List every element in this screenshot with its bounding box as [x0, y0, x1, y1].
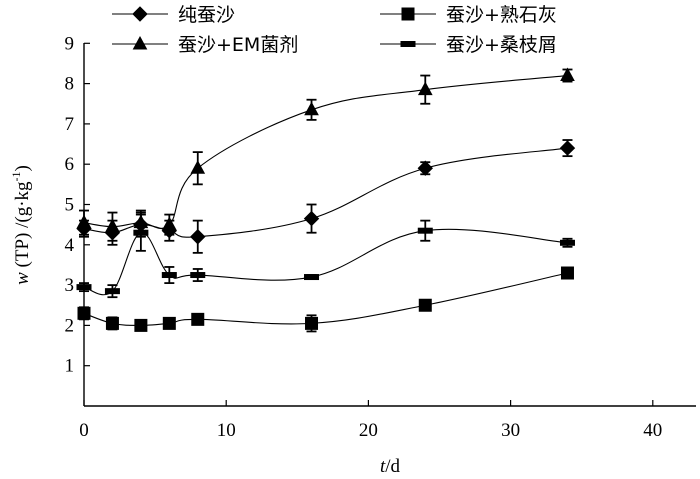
- data-point: [76, 214, 92, 229]
- y-tick-label: 1: [65, 356, 75, 377]
- series-line: [83, 147, 568, 238]
- data-point: [303, 210, 320, 227]
- y-tick-label: 6: [65, 154, 75, 175]
- series-line: [83, 74, 568, 229]
- data-point: [133, 229, 149, 236]
- data-point: [190, 160, 206, 174]
- series-triangle: [76, 67, 575, 242]
- data-point: [418, 298, 432, 312]
- data-point: [161, 272, 177, 279]
- series-diamond: [76, 139, 576, 254]
- data-point: [105, 218, 120, 233]
- y-tick-label: 7: [65, 114, 75, 135]
- legend-marker: [401, 7, 415, 21]
- data-point: [560, 266, 574, 280]
- legend-item: 蚕沙+EM菌剂: [112, 34, 298, 56]
- y-axis-title-close: ): [12, 165, 33, 171]
- data-point: [559, 140, 576, 156]
- y-axis-title-prefix: w: [12, 272, 33, 285]
- series-line: [83, 272, 568, 326]
- data-point: [304, 274, 320, 281]
- series-square: [77, 266, 574, 333]
- y-tick-label: 5: [65, 195, 75, 216]
- legend-label: 纯蚕沙: [178, 4, 235, 26]
- series-line: [83, 228, 568, 296]
- legend-marker: [400, 41, 416, 47]
- x-tick-label: 0: [79, 420, 89, 441]
- legend-marker: [132, 6, 148, 22]
- data-point: [190, 272, 206, 279]
- y-tick-label: 8: [65, 74, 75, 95]
- x-tick-label: 40: [643, 420, 662, 441]
- data-point: [134, 318, 148, 332]
- x-ticks: 0 10 20 30 40: [79, 400, 662, 441]
- data-point: [104, 288, 120, 295]
- y-tick-label: 9: [65, 33, 75, 54]
- y-tick-label: 3: [65, 275, 75, 296]
- legend-item: 蚕沙+熟石灰: [380, 4, 557, 26]
- x-axis-title: t/d: [380, 456, 401, 477]
- legend-label: 蚕沙+熟石灰: [446, 4, 557, 26]
- data-point: [190, 229, 206, 245]
- data-point: [417, 227, 433, 234]
- data-point: [559, 239, 575, 246]
- x-tick-label: 30: [501, 420, 520, 441]
- data-point: [304, 101, 319, 116]
- legend-label: 蚕沙+桑枝屑: [446, 34, 557, 56]
- series-dash: [76, 213, 575, 299]
- y-axis-title-sup: -1: [9, 171, 23, 181]
- x-tick-label: 10: [217, 420, 236, 441]
- x-axis-title-var: t: [380, 456, 386, 477]
- y-tick-label: 2: [65, 315, 75, 336]
- data-point: [161, 216, 177, 231]
- legend-item: 蚕沙+桑枝屑: [380, 34, 557, 56]
- y-tick-label: 4: [65, 235, 75, 256]
- y-ticks: 1 2 3 4 5 6 7 8 9: [65, 33, 90, 377]
- data-point: [305, 316, 319, 330]
- data-point: [417, 160, 433, 176]
- data-point: [191, 312, 205, 326]
- data-point: [162, 316, 176, 330]
- y-axis-title-main: (TP) /(g·kg: [12, 181, 33, 272]
- legend-label: 蚕沙+EM菌剂: [178, 34, 298, 56]
- data-point: [417, 81, 433, 96]
- axes: [83, 43, 696, 407]
- data-point: [105, 316, 119, 330]
- data-point: [76, 284, 92, 291]
- legend-marker: [132, 35, 148, 50]
- data-point: [77, 306, 91, 320]
- legend-item: 纯蚕沙: [112, 4, 235, 26]
- x-axis-title-unit: /d: [385, 456, 400, 477]
- x-tick-label: 20: [359, 420, 378, 441]
- series-layer: [76, 67, 576, 333]
- data-point: [560, 67, 575, 82]
- y-axis-title: w (TP) /(g·kg-1): [9, 165, 33, 285]
